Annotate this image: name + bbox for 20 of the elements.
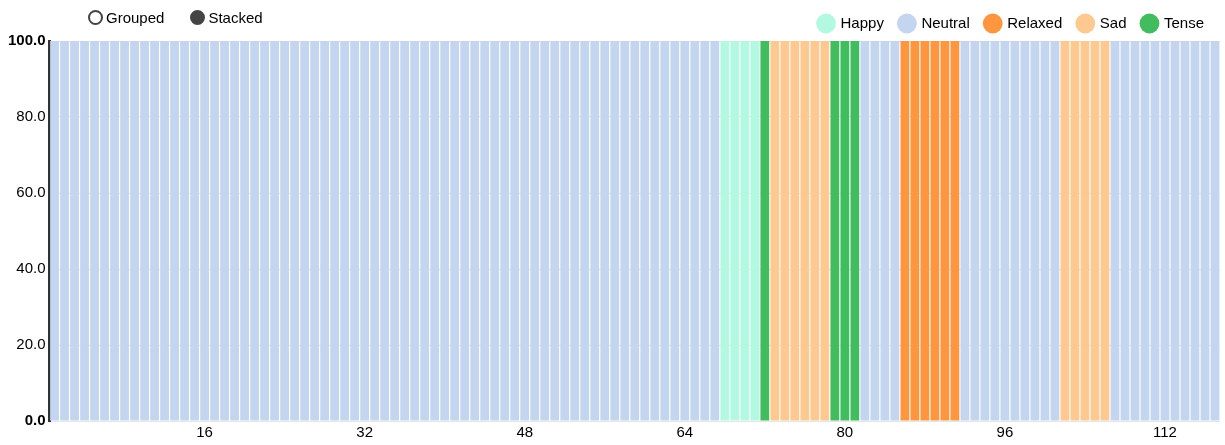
legend-label: Sad (1099, 13, 1127, 31)
legend-label: Tense (1163, 13, 1204, 31)
legend-label: Relaxed (1007, 13, 1063, 31)
y-tick-label: 40.0 (16, 259, 46, 277)
x-tick-label: 64 (676, 423, 694, 441)
y-tick-label: 60.0 (16, 183, 46, 201)
y-tick-label: 20.0 (16, 335, 46, 353)
x-tick-label: 96 (996, 423, 1014, 441)
text: Stacked (208, 9, 263, 26)
x-tick-label: 32 (356, 423, 374, 441)
y-tick-label: 0.0 (24, 411, 46, 429)
legend-label: Neutral (921, 13, 970, 31)
x-tick-label: 112 (1153, 423, 1177, 441)
legend-label: Happy (840, 13, 885, 31)
x-tick-label: 16 (196, 423, 213, 441)
x-tick-label: 48 (516, 423, 534, 441)
y-tick-label: 80.0 (16, 107, 46, 125)
x-tick-label: 80 (836, 423, 854, 441)
y-tick-label: 100.0 (7, 31, 46, 49)
text: Grouped (106, 9, 165, 26)
